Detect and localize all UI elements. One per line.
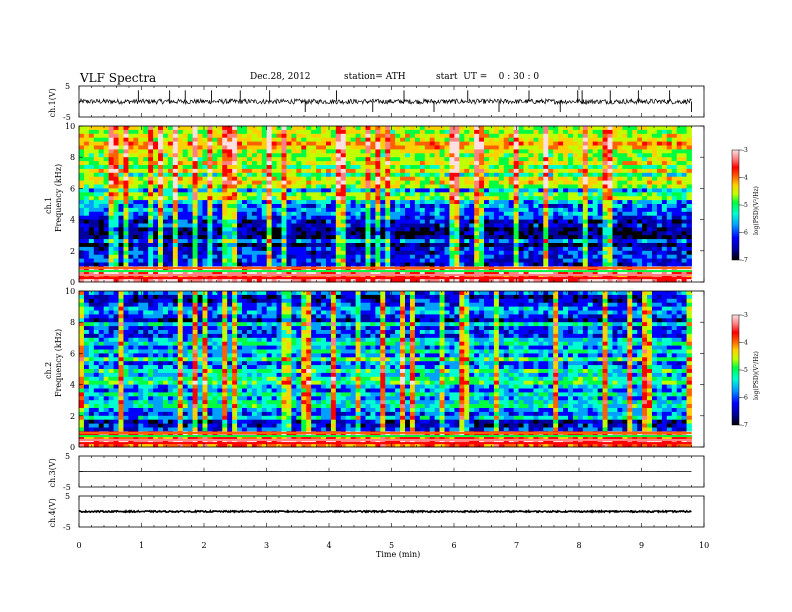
spectrogram-band [79,266,692,269]
y-tick-label: 5 [65,452,70,461]
y-tick-label: 2 [70,247,75,256]
y-axis-label: ch.2 [44,362,53,379]
y-axis-label: Frequency (kHz) [54,329,63,397]
colorbar-1 [731,149,740,261]
y-tick-label: 0 [70,443,75,452]
spectrogram-band [79,277,692,280]
spectrogram-band [79,435,692,438]
y-tick-label: 0 [70,278,75,287]
y-tick-label: 5 [65,492,70,501]
y-axis-label: ch.1(V) [48,88,57,117]
y-tick-label: 10 [65,122,75,131]
x-tick-label: 0 [77,541,82,550]
y-tick-label: 6 [70,349,75,358]
colorbar-2 [731,314,740,426]
x-tick-label: 9 [639,541,644,550]
x-tick-label: 5 [389,541,394,550]
x-tick-label: 2 [202,541,207,550]
y-axis-label: ch.1 [44,197,53,214]
y-axis-label: ch.3(V) [48,458,57,487]
y-axis-label: ch.4(V) [48,498,57,527]
spectrogram-band [79,270,692,273]
x-tick-label: 7 [514,541,519,550]
colorbar-tick-label: -5 [742,367,748,374]
colorbar-tick-label: -6 [742,230,748,237]
colorbar-tick-label: -3 [742,312,748,319]
x-tick-label: 10 [699,541,709,550]
y-tick-label: 5 [65,82,70,91]
colorbar-tick-label: -4 [742,340,748,347]
waveform-trace [78,509,692,514]
date-label: Dec.28, 2012 [250,72,311,82]
colorbar-label: log(PSD)(V²/Hz) [753,351,760,400]
x-tick-label: 3 [264,541,269,550]
waveform-trace [78,97,692,106]
spectrogram-cells-2 [79,291,692,448]
colorbar-tick-label: -4 [742,175,748,182]
chart-title: VLF Spectra [80,71,157,85]
y-tick-label: 8 [70,318,75,327]
y-tick-label: 8 [70,153,75,162]
x-axis-label: Time (min) [376,550,420,559]
spectrogram-cells-1 [79,126,692,283]
y-tick-label: 6 [70,184,75,193]
x-tick-label: 1 [139,541,144,550]
y-tick-label: -5 [63,483,71,492]
spectrogram-band [79,273,692,276]
station-label: station= ATH [344,72,406,82]
y-tick-label: -5 [63,113,71,122]
colorbar-label: log(PSD)(V²/Hz) [753,186,760,235]
y-tick-label: 4 [70,216,75,225]
colorbar-tick-label: -6 [742,395,748,402]
y-tick-label: -5 [63,523,71,532]
x-tick-label: 8 [577,541,582,550]
spectrogram-band [79,442,692,445]
colorbar-tick-label: -5 [742,202,748,209]
y-tick-label: 10 [65,287,75,296]
spectrogram-band [79,431,692,434]
y-tick-label: 2 [70,412,75,421]
x-tick-label: 4 [327,541,332,550]
y-tick-label: 4 [70,381,75,390]
y-axis-label: Frequency (kHz) [54,164,63,232]
colorbar-tick-label: -7 [742,257,748,264]
x-tick-label: 6 [452,541,457,550]
spectrogram-band [79,438,692,441]
colorbar-tick-label: -3 [742,147,748,154]
start-time-label: start UT = 0 : 30 : 0 [436,72,540,82]
colorbar-tick-label: -7 [742,422,748,429]
